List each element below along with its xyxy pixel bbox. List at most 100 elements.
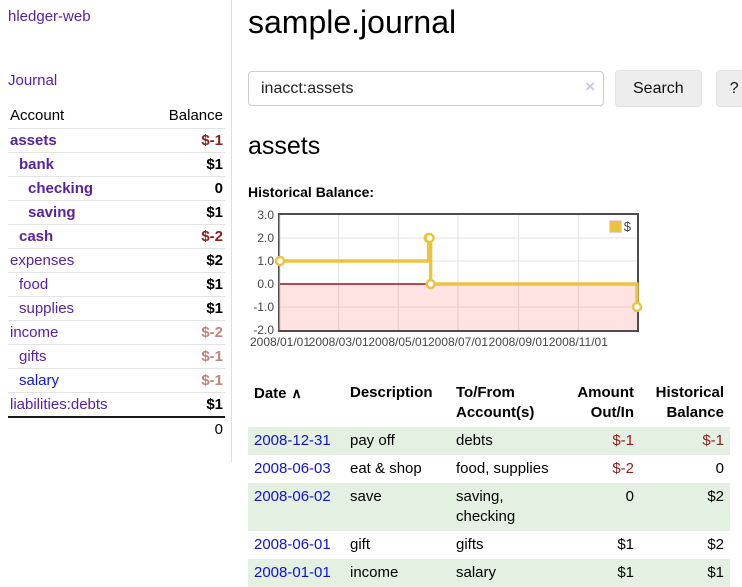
transaction-date-link[interactable]: 2008-06-03 bbox=[254, 460, 331, 477]
account-balance: $-1 bbox=[201, 372, 223, 389]
account-link[interactable]: expenses bbox=[10, 252, 75, 269]
register-column-date[interactable]: Date ∧ bbox=[248, 379, 344, 427]
account-row: saving $1 bbox=[8, 200, 225, 225]
register-table: Date ∧ Description To/From Account(s) Amount… bbox=[248, 379, 730, 587]
account-balance: $-2 bbox=[201, 324, 223, 341]
transaction-balance: $2 bbox=[707, 488, 724, 505]
register-column-historical-balance: Historical Balance bbox=[640, 379, 730, 427]
transaction-date-link[interactable]: 2008-01-01 bbox=[254, 564, 331, 581]
account-link[interactable]: checking bbox=[28, 180, 94, 197]
register-header-row: Date ∧ Description To/From Account(s) Amount… bbox=[248, 379, 730, 427]
historical-balance-chart: $ 3.0 2.0 1.0 0.0 -1.0 -2.0 2008/01/01 2008/03/… bbox=[248, 208, 648, 353]
balance-line-chart bbox=[274, 215, 643, 330]
sidebar: hledger-web Journal Account Balance asse… bbox=[0, 0, 232, 462]
account-row: liabilities:debts $1 bbox=[8, 392, 225, 418]
sidebar-nav: Journal bbox=[8, 72, 225, 89]
account-row: expenses $2 bbox=[8, 248, 225, 273]
column-label: Historical Balance bbox=[655, 384, 724, 421]
transaction-date-link[interactable]: 2008-06-01 bbox=[254, 536, 331, 553]
register-column-amount-out-in: Amount Out/In bbox=[560, 379, 640, 427]
brand: hledger-web bbox=[8, 8, 225, 25]
data-point-marker bbox=[631, 301, 643, 313]
account-balance: $2 bbox=[206, 252, 223, 269]
column-label: Date bbox=[254, 385, 287, 402]
account-balance: $1 bbox=[206, 396, 223, 413]
y-axis-tick-label: 1.0 bbox=[257, 254, 274, 268]
accounts-total-row: 0 bbox=[8, 417, 225, 441]
search-field-wrap: × bbox=[248, 71, 604, 106]
transaction-amount: $-2 bbox=[612, 460, 634, 477]
search-input[interactable] bbox=[248, 71, 604, 106]
data-point-marker bbox=[274, 255, 286, 267]
transaction-amount: $1 bbox=[617, 564, 634, 581]
column-label: To/From Account(s) bbox=[456, 384, 535, 421]
search-form: × Search ? bbox=[248, 70, 742, 107]
account-heading: assets bbox=[248, 132, 321, 160]
page-title: sample.journal bbox=[248, 4, 457, 40]
brand-link[interactable]: hledger-web bbox=[8, 8, 91, 25]
account-row: bank $1 bbox=[8, 152, 225, 177]
account-row: supplies $1 bbox=[8, 296, 225, 321]
account-link[interactable]: income bbox=[10, 324, 59, 341]
y-axis-tick-label: -2.0 bbox=[253, 323, 274, 337]
x-axis-tick-label: 2008/01/01 bbox=[249, 335, 311, 349]
account-balance: $1 bbox=[206, 300, 223, 317]
transaction-accounts: debts bbox=[456, 432, 493, 449]
transaction-row: 2008-06-01 gift gifts $1 $2 bbox=[248, 531, 730, 559]
register-column-description: Description bbox=[344, 379, 450, 427]
transaction-row: 2008-06-03 eat & shop food, supplies $-2 0 bbox=[248, 455, 730, 483]
account-row: checking 0 bbox=[8, 176, 225, 201]
account-balance: $1 bbox=[206, 156, 223, 173]
account-link[interactable]: saving bbox=[28, 204, 76, 221]
column-label: Amount Out/In bbox=[577, 384, 634, 421]
account-link[interactable]: cash bbox=[19, 228, 54, 245]
x-axis-tick-label: 2008/11/01 bbox=[548, 335, 608, 349]
accounts-header-balance: Balance bbox=[168, 107, 223, 124]
account-link[interactable]: gifts bbox=[19, 348, 47, 365]
account-row: gifts $-1 bbox=[8, 344, 225, 369]
account-row: income $-2 bbox=[8, 320, 225, 345]
accounts-body: assets $-1 bank $1 checking 0 saving $1 cash $-2 e… bbox=[8, 128, 225, 418]
account-balance: $-1 bbox=[201, 132, 223, 149]
transaction-date-link[interactable]: 2008-12-31 bbox=[254, 432, 331, 449]
account-link[interactable]: salary bbox=[19, 372, 60, 389]
account-link[interactable]: assets bbox=[10, 132, 57, 149]
search-button[interactable]: Search bbox=[615, 70, 702, 107]
transaction-row: 2008-12-31 pay off debts $-1 $-1 bbox=[248, 427, 730, 455]
column-label: Description bbox=[350, 384, 433, 401]
y-axis-tick-label: 3.0 bbox=[257, 208, 274, 222]
account-balance: $1 bbox=[206, 204, 223, 221]
account-link[interactable]: supplies bbox=[19, 300, 75, 317]
account-link[interactable]: liabilities:debts bbox=[10, 396, 108, 413]
account-row: food $1 bbox=[8, 272, 225, 297]
sidebar-item-journal[interactable]: Journal bbox=[8, 72, 58, 89]
main-content: sample.journal × Search ? assets Histori… bbox=[232, 0, 742, 587]
account-balance: $-2 bbox=[201, 228, 223, 245]
x-axis-tick-label: 2008/05/01 bbox=[368, 335, 429, 349]
transaction-description: save bbox=[350, 488, 382, 505]
account-balance: 0 bbox=[214, 180, 223, 197]
transaction-description: income bbox=[350, 564, 399, 581]
transaction-date-link[interactable]: 2008-06-02 bbox=[254, 488, 331, 505]
help-button[interactable]: ? bbox=[715, 70, 742, 107]
transaction-balance: $1 bbox=[707, 564, 724, 581]
accounts-header-row: Account Balance bbox=[8, 104, 225, 129]
negative-region bbox=[280, 284, 637, 330]
y-axis-tick-label: 0.0 bbox=[257, 277, 274, 291]
sort-ascending-icon: ∧ bbox=[291, 385, 302, 401]
transaction-balance: 0 bbox=[715, 460, 724, 477]
chart-legend: $ bbox=[607, 219, 632, 234]
x-axis-tick-label: 2008/09/01 bbox=[488, 335, 549, 349]
clear-search-icon[interactable]: × bbox=[585, 77, 595, 96]
data-point-marker bbox=[425, 278, 436, 290]
transaction-amount: $1 bbox=[617, 536, 634, 553]
transaction-description: pay off bbox=[350, 432, 395, 449]
transaction-amount: 0 bbox=[625, 488, 634, 505]
transaction-balance: $2 bbox=[707, 536, 724, 553]
data-point-marker bbox=[424, 232, 435, 244]
account-row: cash $-2 bbox=[8, 224, 225, 249]
account-link[interactable]: food bbox=[19, 276, 49, 293]
chart-title: Historical Balance: bbox=[248, 184, 375, 200]
transaction-accounts: gifts bbox=[456, 536, 484, 553]
account-link[interactable]: bank bbox=[19, 156, 55, 173]
